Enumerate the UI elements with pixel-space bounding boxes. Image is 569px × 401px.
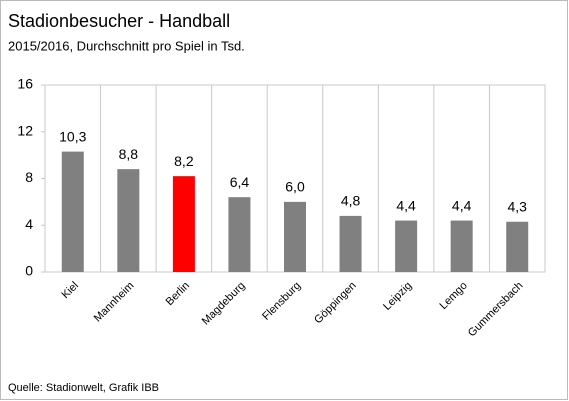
y-tick-label: 12 — [17, 122, 33, 138]
value-label: 8,8 — [119, 146, 139, 162]
y-tick-label: 16 — [17, 76, 33, 92]
value-label: 4,4 — [452, 197, 472, 213]
bar — [395, 220, 418, 272]
bar — [284, 201, 306, 272]
bar — [506, 221, 529, 272]
value-label: 4,3 — [507, 198, 527, 214]
bar — [228, 197, 251, 272]
bar — [450, 220, 473, 272]
bar — [172, 176, 195, 272]
value-label: 6,0 — [285, 179, 305, 195]
value-label: 4,4 — [396, 197, 416, 213]
y-tick-label: 8 — [25, 169, 33, 185]
source: Quelle: Stadionwelt, Grafik IBB — [8, 382, 159, 394]
value-label: 8,2 — [174, 153, 194, 169]
value-label: 4,8 — [341, 193, 361, 209]
chart-subtitle: 2015/2016, Durchschnitt pro Spiel in Tsd… — [8, 38, 245, 53]
y-tick-label: 4 — [25, 216, 33, 232]
bar — [117, 169, 140, 272]
chart-title: Stadionbesucher - Handball — [8, 11, 230, 31]
value-label: 10,3 — [59, 128, 86, 144]
y-tick-label: 0 — [25, 263, 33, 279]
bar — [339, 215, 362, 272]
value-label: 6,4 — [230, 174, 250, 190]
bar — [61, 151, 84, 272]
